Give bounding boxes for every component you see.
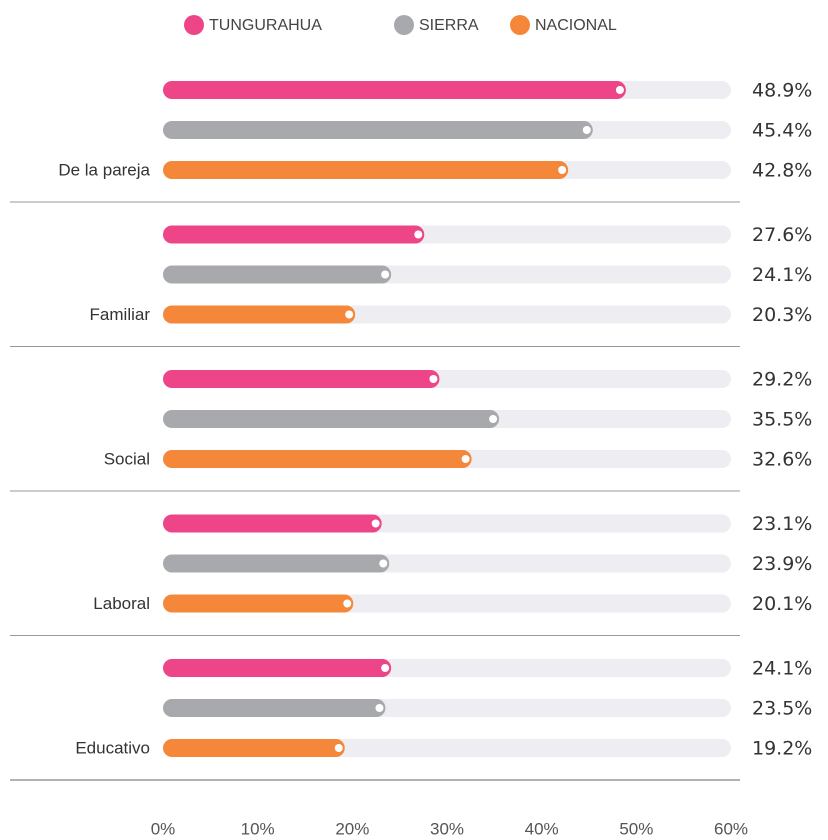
value-label: 24.1%	[752, 658, 812, 680]
value-label: 42.8%	[752, 160, 812, 182]
x-tick-label: 10%	[241, 819, 275, 838]
bar	[163, 594, 354, 613]
x-tick-label: 60%	[714, 819, 748, 838]
bar	[163, 121, 593, 139]
bar-dot	[343, 599, 352, 608]
category-label: Laboral	[93, 594, 150, 613]
bar-dot	[558, 166, 567, 174]
bar	[163, 265, 392, 284]
bar-dot	[582, 126, 591, 134]
x-tick-label: 50%	[619, 819, 653, 838]
bar-dot	[461, 455, 470, 463]
value-label: 24.1%	[752, 264, 812, 286]
value-label: 23.9%	[752, 553, 812, 575]
bar	[163, 699, 386, 717]
bar-dot	[334, 744, 343, 752]
bar-dot	[429, 375, 438, 383]
value-label: 27.6%	[752, 224, 812, 246]
bar-dot	[381, 270, 390, 279]
bar	[163, 370, 440, 388]
value-label: 35.5%	[752, 409, 812, 431]
bar-dot	[615, 86, 624, 94]
x-tick-label: 40%	[525, 819, 559, 838]
bar	[163, 410, 500, 428]
x-tick-label: 20%	[335, 819, 369, 838]
bar-dot	[375, 704, 384, 712]
bar-dot	[371, 519, 380, 528]
value-label: 45.4%	[752, 120, 812, 142]
category-label: Familiar	[90, 305, 151, 324]
bar	[163, 554, 390, 573]
category-label: Social	[104, 449, 150, 468]
bar	[163, 305, 356, 324]
value-label: 23.5%	[752, 698, 812, 720]
bar-dot	[381, 664, 390, 672]
bar	[163, 161, 569, 179]
value-label: 19.2%	[752, 738, 812, 760]
value-label: 20.1%	[752, 593, 812, 615]
value-label: 48.9%	[752, 80, 812, 102]
bar	[163, 450, 472, 468]
x-tick-label: 0%	[151, 819, 176, 838]
x-tick-label: 30%	[430, 819, 464, 838]
category-label: De la pareja	[58, 160, 150, 179]
value-label: 20.3%	[752, 304, 812, 326]
value-label: 29.2%	[752, 369, 812, 391]
legend-swatch	[184, 15, 204, 35]
legend-label: SIERRA	[419, 17, 479, 34]
bar-dot	[345, 310, 354, 319]
bar-dot	[489, 415, 498, 423]
bar	[163, 659, 392, 677]
bar	[163, 514, 382, 533]
legend-label: NACIONAL	[535, 17, 617, 34]
legend-swatch	[394, 15, 414, 35]
bar	[163, 225, 425, 244]
legend-label: TUNGURAHUA	[209, 17, 322, 34]
value-label: 23.1%	[752, 513, 812, 535]
legend-swatch	[510, 15, 530, 35]
bar	[163, 81, 626, 99]
bar	[163, 739, 345, 757]
bar-dot	[379, 559, 388, 568]
value-label: 32.6%	[752, 449, 812, 471]
category-label: Educativo	[75, 738, 150, 757]
bar-dot	[414, 230, 423, 239]
